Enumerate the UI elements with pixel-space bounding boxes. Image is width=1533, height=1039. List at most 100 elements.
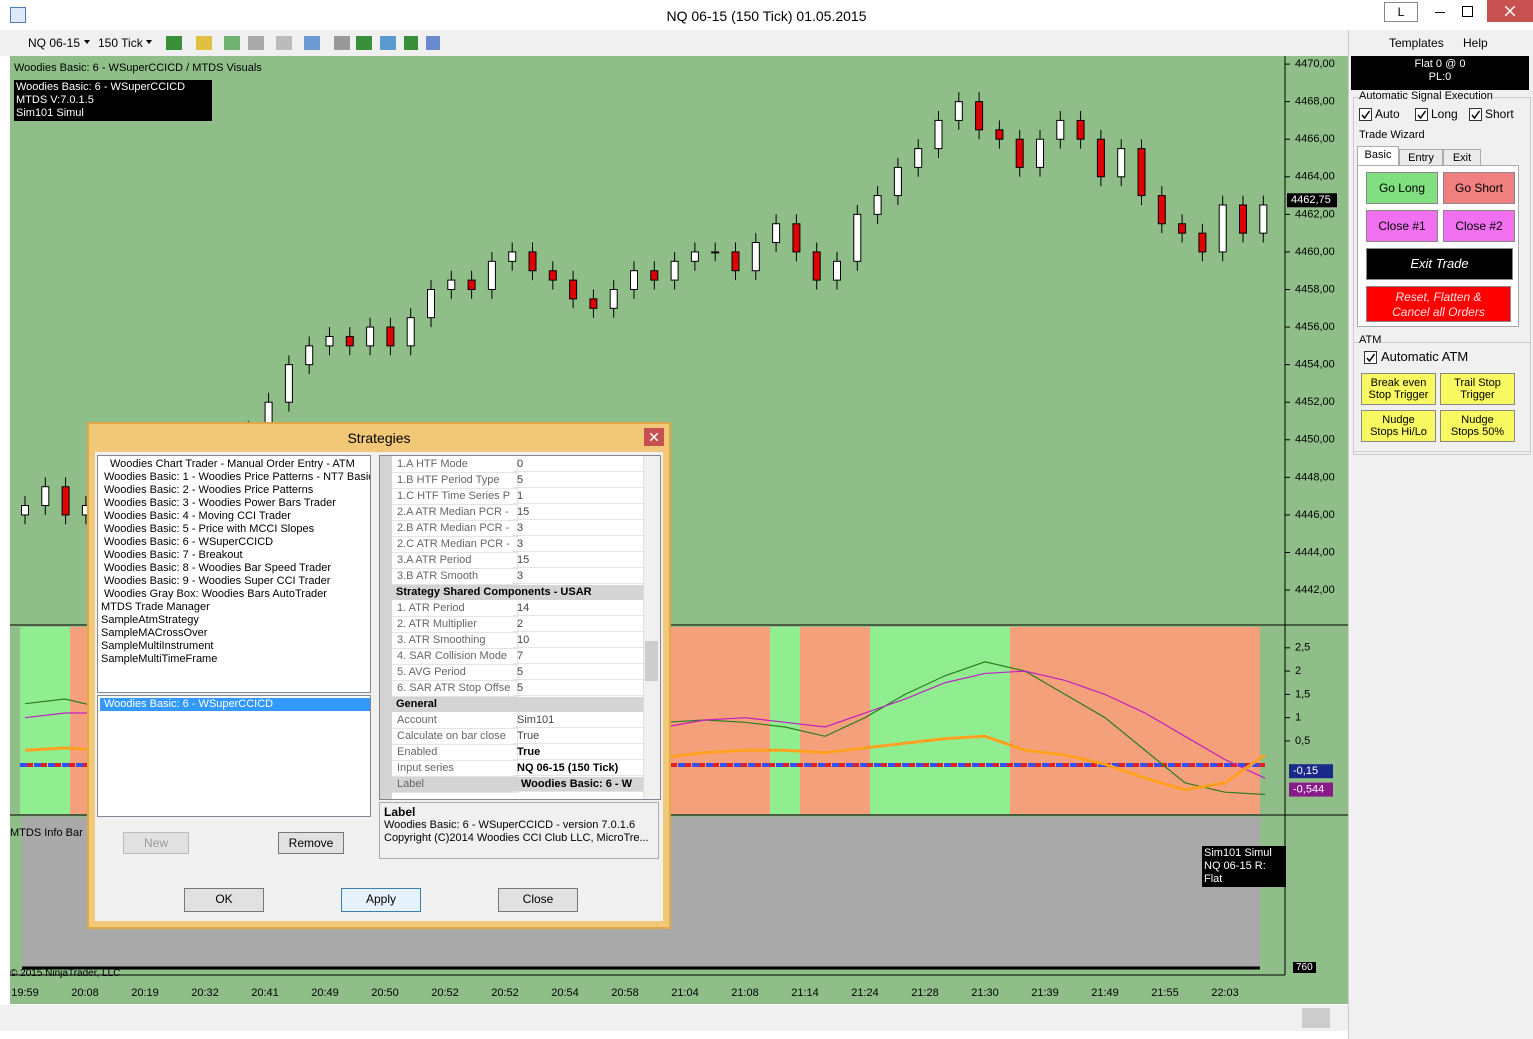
strategy-item[interactable]: Woodies Basic: 6 - WSuperCCICD — [104, 536, 274, 548]
strategy-item[interactable]: SampleAtmStrategy — [101, 614, 199, 626]
property-label[interactable]: 2.B ATR Median PCR - — [392, 521, 518, 537]
property-group[interactable]: General — [380, 697, 643, 712]
strategy-item[interactable]: SampleMACrossOver — [101, 627, 208, 639]
strategy-item[interactable]: Woodies Gray Box: Woodies Bars AutoTrade… — [104, 588, 327, 600]
property-value[interactable]: Sim101 — [513, 713, 643, 728]
button[interactable]: Exit Trade — [1366, 248, 1513, 280]
strategy-item[interactable]: Woodies Basic: 9 - Woodies Super CCI Tra… — [104, 575, 331, 587]
property-value[interactable]: 5 — [513, 681, 643, 696]
property-value[interactable]: 3 — [513, 537, 643, 552]
scroll-thumb[interactable] — [645, 641, 658, 681]
period-selector[interactable]: 150 Tick — [98, 36, 143, 50]
property-value[interactable]: 15 — [513, 553, 643, 568]
tool-button[interactable] — [334, 36, 350, 50]
strategy-item[interactable]: Woodies Chart Trader - Manual Order Entr… — [110, 458, 355, 470]
property-label[interactable]: Label — [392, 777, 518, 793]
instrument-selector[interactable]: NQ 06-15 — [28, 36, 81, 50]
button[interactable]: Nudge Stops 50% — [1440, 410, 1515, 442]
property-label[interactable]: 1. ATR Period — [392, 601, 518, 617]
minimize-button[interactable] — [1435, 12, 1445, 13]
strategy-item[interactable]: Woodies Basic: 1 - Woodies Price Pattern… — [104, 471, 371, 483]
tool-button[interactable] — [356, 36, 372, 50]
property-label[interactable]: 2. ATR Multiplier — [392, 617, 518, 633]
strategy-item[interactable]: Woodies Basic: 7 - Breakout — [104, 549, 243, 561]
button[interactable]: Go Long — [1366, 172, 1438, 204]
property-value[interactable]: True — [513, 729, 643, 744]
property-value[interactable]: NQ 06-15 (150 Tick) — [513, 761, 643, 776]
strategy-item[interactable]: Woodies Basic: 3 - Woodies Power Bars Tr… — [104, 497, 336, 509]
selected-list[interactable]: Woodies Basic: 6 - WSuperCCICD — [97, 695, 371, 817]
checkbox[interactable] — [1469, 108, 1482, 121]
button[interactable]: Break even Stop Trigger — [1361, 373, 1436, 405]
property-value[interactable]: 5 — [513, 665, 643, 680]
maximize-button[interactable] — [1462, 6, 1473, 17]
account-button[interactable]: L — [1384, 2, 1418, 22]
property-value[interactable]: 10 — [513, 633, 643, 648]
property-label[interactable]: Calculate on bar close — [392, 729, 518, 745]
property-label[interactable]: 2.A ATR Median PCR - — [392, 505, 518, 521]
button[interactable]: Nudge Stops Hi/Lo — [1361, 410, 1436, 442]
strategy-item[interactable]: Woodies Basic: 8 - Woodies Bar Speed Tra… — [104, 562, 332, 574]
property-label[interactable]: 3. ATR Smoothing — [392, 633, 518, 649]
property-group[interactable]: Strategy Shared Components - USAR — [380, 585, 643, 600]
property-label[interactable]: 1.A HTF Mode — [392, 457, 518, 473]
property-value[interactable]: Woodies Basic: 6 - W — [513, 777, 643, 792]
strategy-item[interactable]: Woodies Basic: 2 - Woodies Price Pattern… — [104, 484, 314, 496]
zoom-button[interactable] — [304, 36, 320, 50]
strategy-item[interactable]: Woodies Basic: 5 - Price with MCCI Slope… — [104, 523, 315, 535]
property-label[interactable]: 3.B ATR Smooth — [392, 569, 518, 585]
property-grid[interactable]: 1.A HTF Mode 0 1.B HTF Period Type 5 1.C HTF… — [379, 455, 661, 800]
tool-button[interactable] — [404, 36, 418, 50]
property-value[interactable]: 3 — [513, 569, 643, 584]
menu-item[interactable]: Help — [1463, 36, 1488, 50]
strategy-list[interactable]: Woodies Chart Trader - Manual Order Entr… — [97, 455, 371, 693]
checkbox[interactable] — [1364, 351, 1377, 364]
button[interactable]: Go Short — [1443, 172, 1515, 204]
scrollbar[interactable] — [643, 456, 660, 799]
menu-item[interactable]: Templates — [1389, 36, 1444, 50]
chart-style-button[interactable] — [166, 36, 182, 50]
checkbox[interactable] — [1359, 108, 1372, 121]
strategy-item[interactable]: Woodies Basic: 4 - Moving CCI Trader — [104, 510, 291, 522]
property-label[interactable]: Input series — [392, 761, 518, 777]
tool-button[interactable] — [224, 36, 240, 50]
property-label[interactable]: Enabled — [392, 745, 518, 761]
property-value[interactable]: 0 — [513, 457, 643, 472]
tab[interactable]: Basic — [1357, 146, 1399, 167]
strategy-item[interactable]: MTDS Trade Manager — [101, 601, 210, 613]
property-value[interactable]: 3 — [513, 521, 643, 536]
draw-tool-button[interactable] — [196, 36, 212, 50]
button[interactable]: Remove — [278, 832, 344, 854]
tool-button[interactable] — [248, 36, 264, 50]
checkbox[interactable] — [1415, 108, 1428, 121]
dialog-close[interactable] — [644, 428, 664, 446]
property-value[interactable]: 1 — [513, 489, 643, 504]
property-label[interactable]: Account — [392, 713, 518, 729]
property-label[interactable]: 4. SAR Collision Mode — [392, 649, 518, 665]
tool-button[interactable] — [380, 36, 396, 50]
property-label[interactable]: 5. AVG Period — [392, 665, 518, 681]
property-label[interactable]: 1.C HTF Time Series P — [392, 489, 518, 505]
button[interactable]: Reset, Flatten & Cancel all Orders — [1366, 286, 1511, 322]
strategy-item[interactable]: SampleMultiInstrument — [101, 640, 214, 652]
property-value[interactable]: 5 — [513, 473, 643, 488]
button[interactable]: Close #2 — [1443, 210, 1515, 242]
property-value[interactable]: 15 — [513, 505, 643, 520]
scroll-thumb[interactable] — [1302, 1008, 1330, 1028]
cursor-button[interactable] — [276, 36, 292, 50]
property-value[interactable]: 14 — [513, 601, 643, 616]
property-value[interactable]: 2 — [513, 617, 643, 632]
tool-button[interactable] — [426, 36, 440, 50]
button[interactable]: New — [123, 832, 189, 854]
strategy-item[interactable]: SampleMultiTimeFrame — [101, 653, 218, 665]
button[interactable]: Close — [498, 888, 578, 912]
button[interactable]: Trail Stop Trigger — [1440, 373, 1515, 405]
property-label[interactable]: 2.C ATR Median PCR - — [392, 537, 518, 553]
property-label[interactable]: 6. SAR ATR Stop Offse — [392, 681, 518, 697]
button[interactable]: OK — [184, 888, 264, 912]
property-label[interactable]: 1.B HTF Period Type — [392, 473, 518, 489]
property-value[interactable]: 7 — [513, 649, 643, 664]
button[interactable]: Close #1 — [1366, 210, 1438, 242]
horizontal-scrollbar[interactable] — [0, 1005, 1348, 1031]
property-label[interactable]: 3.A ATR Period — [392, 553, 518, 569]
